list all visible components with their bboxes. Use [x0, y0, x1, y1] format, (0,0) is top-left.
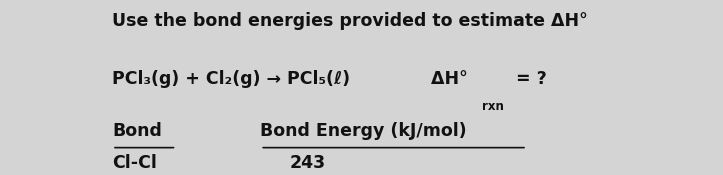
Text: = ?: = ? [510, 70, 547, 88]
Text: Bond: Bond [112, 122, 162, 141]
Text: Cl-Cl: Cl-Cl [112, 154, 157, 172]
Text: rxn: rxn [482, 100, 504, 113]
Text: PCl₃(g) + Cl₂(g) → PCl₅(ℓ): PCl₃(g) + Cl₂(g) → PCl₅(ℓ) [112, 70, 350, 88]
Text: 243: 243 [289, 154, 325, 172]
Text: Use the bond energies provided to estimate ΔH°: Use the bond energies provided to estima… [112, 12, 588, 30]
Text: Bond Energy (kJ/mol): Bond Energy (kJ/mol) [260, 122, 467, 141]
Text: ΔH°: ΔH° [419, 70, 468, 88]
